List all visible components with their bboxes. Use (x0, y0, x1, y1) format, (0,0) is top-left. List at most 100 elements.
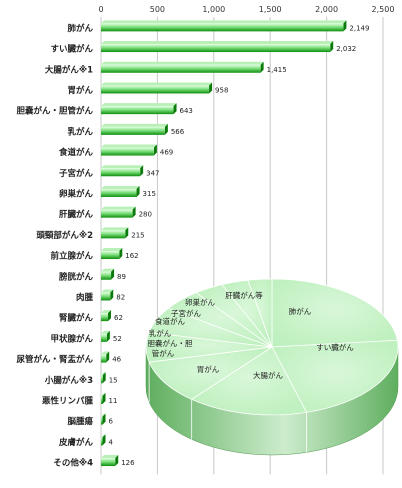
bar-value-label: 958 (215, 86, 228, 94)
pie-slice-label: 胃がん (197, 364, 220, 374)
category-label: 脳腫瘍 (66, 416, 93, 427)
bar-end-face (110, 289, 114, 301)
bar (101, 292, 111, 301)
x-tick-label: 0 (98, 5, 103, 14)
pie-slice-label: 胆嚢がん・胆 (148, 338, 193, 348)
bar-value-label: 215 (131, 231, 144, 239)
pie-slice-label: 卵巣がん (185, 297, 215, 307)
bar-end-face (132, 206, 136, 218)
x-tick-label: 1,500 (259, 5, 282, 14)
bar-end-face (153, 144, 157, 156)
bar-value-label: 280 (139, 211, 152, 219)
x-tick-label: 500 (150, 5, 165, 14)
x-tick-label: 2,000 (315, 5, 338, 14)
category-label: 膀胱がん (58, 271, 94, 282)
bar-end-face (102, 372, 106, 384)
category-label: 胃がん (67, 85, 93, 96)
bar (101, 188, 137, 197)
bar-top-face (101, 330, 110, 334)
category-label: 卵巣がん (59, 188, 94, 199)
category-label: 甲状腺がん (50, 333, 93, 344)
pie-slice (271, 339, 399, 413)
bar-top-face (101, 289, 114, 293)
pie-slice (271, 278, 398, 348)
bar (101, 375, 103, 384)
bar-end-face (343, 20, 347, 32)
category-label: 食道がん (59, 147, 94, 158)
bar-end-face (106, 351, 110, 363)
category-label: 乳がん (67, 126, 93, 137)
bar (101, 44, 331, 53)
bar-value-label: 6 (109, 418, 114, 426)
bar-end-face (102, 392, 106, 404)
category-label: 頭頸部がん※2 (36, 230, 93, 241)
bar-top-face (101, 123, 168, 127)
bar-top-face (101, 310, 111, 314)
bar-end-face (136, 185, 140, 197)
bar-top-face (101, 61, 264, 65)
bar-top-face (101, 268, 115, 272)
bar-value-label: 347 (146, 169, 159, 177)
bar-end-face (115, 455, 119, 467)
bar-value-label: 315 (143, 190, 156, 198)
bar-end-face (106, 330, 110, 342)
bar-value-label: 162 (125, 252, 138, 260)
bar-top-face (101, 144, 157, 148)
bar (101, 23, 344, 32)
category-label: 胆嚢がん・胆管がん (15, 106, 93, 117)
pie-slice (247, 278, 273, 348)
bar (101, 64, 261, 73)
bar (101, 354, 107, 363)
bar-top-face (101, 165, 144, 169)
bar-end-face (164, 123, 168, 135)
category-label: 腎臓がん (59, 313, 94, 324)
bar-top-face (101, 455, 119, 459)
bar (101, 209, 133, 218)
pie-slice-label: 乳がん (149, 328, 172, 338)
bar-value-label: 46 (112, 356, 121, 364)
bar-top-face (101, 82, 213, 86)
bar-value-label: 11 (109, 397, 118, 405)
category-label: 肝臓がん (59, 209, 94, 220)
category-label: 子宮がん (59, 168, 94, 179)
bar-end-face (111, 268, 115, 280)
bar-value-label: 2,149 (349, 24, 369, 32)
bar (101, 271, 112, 280)
bar-value-label: 52 (113, 335, 122, 343)
bar-top-face (101, 227, 129, 231)
bar-end-face (125, 227, 129, 239)
bar (101, 251, 120, 260)
category-label: 肺がん (67, 23, 93, 34)
pie-slice-label: 食道がん (155, 316, 185, 326)
bar (101, 106, 174, 115)
category-label: 前立腺がん (50, 251, 93, 262)
bar-end-face (102, 413, 106, 425)
x-tick-label: 1,000 (202, 5, 225, 14)
bar-top-face (101, 434, 106, 438)
pie-slice (148, 346, 273, 400)
bar (101, 230, 126, 239)
bar-top-face (101, 20, 347, 24)
bar-top-face (101, 392, 106, 396)
bar-top-face (101, 206, 136, 210)
bar-end-face (173, 103, 177, 115)
bar-top-face (101, 185, 140, 189)
bar (101, 395, 103, 404)
bar-end-face (102, 434, 106, 446)
category-label: 尿管がん・腎盂がん (16, 354, 93, 365)
bar-value-label: 126 (121, 459, 135, 467)
bar-value-label: 4 (109, 438, 114, 446)
category-label: 大腸がん※1 (45, 64, 93, 75)
bar-end-face (209, 82, 213, 94)
pie-slice (190, 346, 308, 416)
bar (101, 333, 107, 342)
bar-end-face (107, 310, 111, 322)
bar-value-label: 469 (160, 149, 173, 157)
bar-end-face (140, 165, 144, 177)
bar-top-face (101, 248, 123, 252)
bar-top-face (101, 413, 106, 417)
bar (101, 147, 154, 156)
